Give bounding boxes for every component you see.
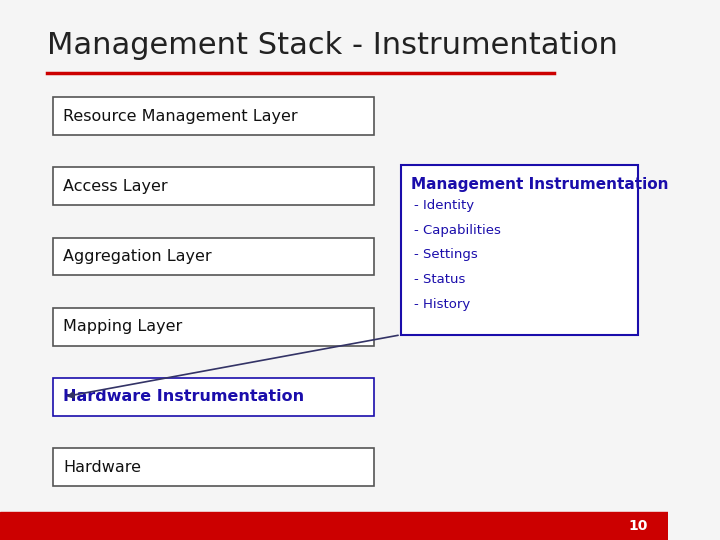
- FancyBboxPatch shape: [53, 308, 374, 346]
- Text: Mapping Layer: Mapping Layer: [63, 319, 183, 334]
- FancyBboxPatch shape: [53, 167, 374, 205]
- Text: Management Stack - Instrumentation: Management Stack - Instrumentation: [47, 31, 618, 60]
- FancyBboxPatch shape: [53, 448, 374, 486]
- FancyBboxPatch shape: [53, 378, 374, 416]
- Text: Access Layer: Access Layer: [63, 179, 168, 194]
- FancyBboxPatch shape: [401, 165, 638, 335]
- Text: 10: 10: [629, 519, 648, 533]
- Text: - Identity: - Identity: [414, 199, 474, 212]
- FancyBboxPatch shape: [53, 97, 374, 135]
- Text: Management Instrumentation: Management Instrumentation: [411, 177, 668, 192]
- Text: Aggregation Layer: Aggregation Layer: [63, 249, 212, 264]
- FancyBboxPatch shape: [53, 238, 374, 275]
- Text: - Status: - Status: [414, 273, 466, 286]
- Text: - Settings: - Settings: [414, 248, 478, 261]
- Bar: [0, 512, 668, 540]
- Text: - History: - History: [414, 298, 470, 311]
- Text: - Capabilities: - Capabilities: [414, 224, 501, 237]
- Text: Hardware: Hardware: [63, 460, 141, 475]
- Text: Hardware Instrumentation: Hardware Instrumentation: [63, 389, 305, 404]
- Text: Resource Management Layer: Resource Management Layer: [63, 109, 298, 124]
